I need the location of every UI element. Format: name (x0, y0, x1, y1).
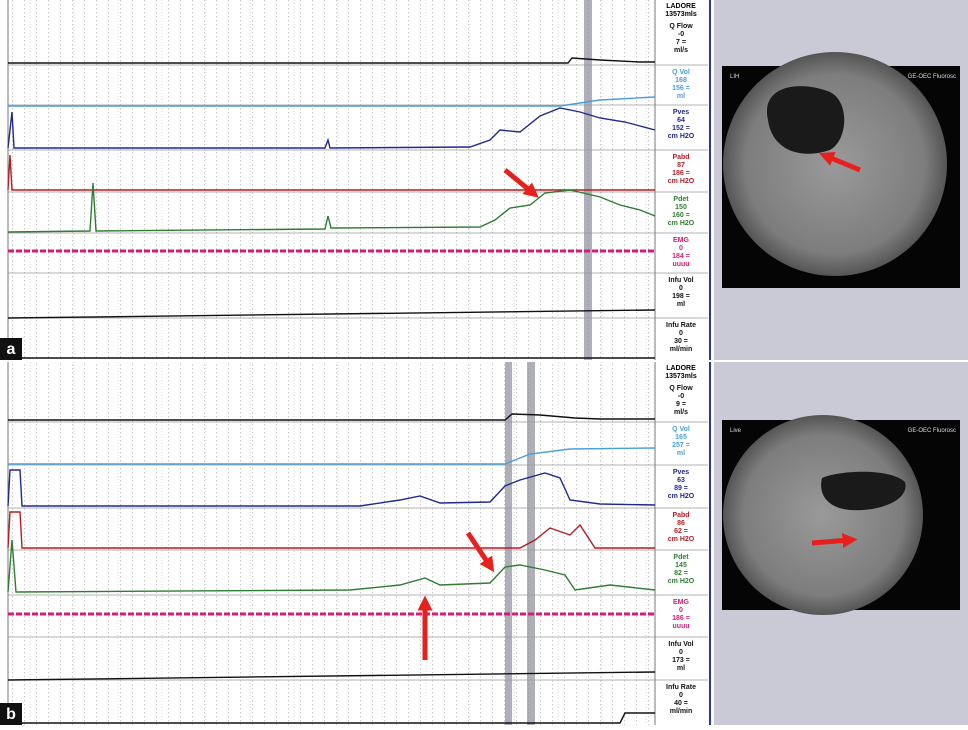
marker-band (584, 0, 592, 360)
channel-value: 0 (679, 245, 683, 252)
channel-name: Q Flow (669, 23, 693, 30)
header: LADORE (666, 3, 696, 10)
channel-value: cm H2O (668, 493, 695, 500)
fluoro-field (723, 52, 947, 276)
channel-name: Pdet (673, 196, 689, 203)
fluoro-field (723, 415, 923, 615)
image-text: LIH (730, 74, 739, 80)
channel-value: 7 = (676, 39, 686, 46)
channel-value: uuuu (672, 261, 689, 268)
figure: LADORE13573mlsQ Flow-07 =ml/sQ Vol168156… (0, 0, 968, 725)
channel-name: Infu Rate (666, 322, 696, 329)
header: LADORE (666, 365, 696, 372)
channel-value: 64 (677, 117, 685, 124)
channel-name: Q Vol (672, 426, 690, 433)
channel-value: cm H2O (668, 178, 695, 185)
channel-value: -0 (678, 31, 684, 38)
channel-name: Infu Vol (668, 641, 693, 648)
image-text: GE-OEC Fluorosc (908, 74, 956, 80)
channel-name: Pabd (672, 512, 689, 519)
channel-name: Infu Vol (668, 277, 693, 284)
channel-value: 160 = (672, 212, 690, 219)
channel-value: 145 (675, 562, 687, 569)
channel-name: Pabd (672, 154, 689, 161)
image-text: GE-OEC Fluorosc (908, 428, 956, 434)
channel-value: 184 = (672, 253, 690, 260)
channel-value: cm H2O (668, 133, 695, 140)
channel-value: 150 (675, 204, 687, 211)
layer: LADORE13573mlsQ Flow-07 =ml/sQ Vol168156… (0, 0, 968, 725)
channel-value: ml (677, 301, 685, 308)
channel-name: Infu Rate (666, 684, 696, 691)
channel-value: 168 (675, 77, 687, 84)
channel-value: ml (677, 665, 685, 672)
channel-value: cm H2O (668, 578, 695, 585)
channel-value: ml (677, 93, 685, 100)
channel-value: 156 = (672, 85, 690, 92)
channel-value: 63 (677, 477, 685, 484)
channel-value: 89 = (674, 485, 688, 492)
header: 13573mls (665, 373, 697, 380)
channel-value: 186 = (672, 615, 690, 622)
channel-value: ml (677, 450, 685, 457)
channel-value: ml/min (670, 346, 693, 353)
image-text: Live (730, 428, 742, 434)
red-arrow (812, 540, 850, 543)
channel-value: 0 (679, 649, 683, 656)
channel-value: 0 (679, 692, 683, 699)
channel-value: 257 = (672, 442, 690, 449)
channel-name: EMG (673, 599, 690, 606)
page: {"panels": [ {"label": "a", "header": ["… (0, 0, 968, 725)
channel-value: uuuu (672, 623, 689, 630)
channel-value: 87 (677, 162, 685, 169)
channel-value: 82 = (674, 570, 688, 577)
channel-value: 86 (677, 520, 685, 527)
channel-name: EMG (673, 237, 690, 244)
channel-value: cm H2O (668, 536, 695, 543)
channel-value: ml/s (674, 47, 688, 54)
channel-name: Pves (673, 109, 689, 116)
channel-value: 0 (679, 607, 683, 614)
channel-value: 40 = (674, 700, 688, 707)
channel-value: ml/min (670, 708, 693, 715)
channel-value: ml/s (674, 409, 688, 416)
channel-value: 165 (675, 434, 687, 441)
channel-value: 152 = (672, 125, 690, 132)
channel-value: 0 (679, 285, 683, 292)
channel-value: 198 = (672, 293, 690, 300)
channel-name: Q Vol (672, 69, 690, 76)
channel-name: Q Flow (669, 385, 693, 392)
channel-value: -0 (678, 393, 684, 400)
header: 13573mls (665, 11, 697, 18)
channel-value: 9 = (676, 401, 686, 408)
channel-name: Pves (673, 469, 689, 476)
channel-value: cm H2O (668, 220, 695, 227)
channel-value: 62 = (674, 528, 688, 535)
panel-label: a (7, 341, 16, 358)
channel-value: 30 = (674, 338, 688, 345)
channel-value: 186 = (672, 170, 690, 177)
channel-value: 0 (679, 330, 683, 337)
channel-value: 173 = (672, 657, 690, 664)
channel-name: Pdet (673, 554, 689, 561)
panel-label: b (6, 706, 16, 723)
